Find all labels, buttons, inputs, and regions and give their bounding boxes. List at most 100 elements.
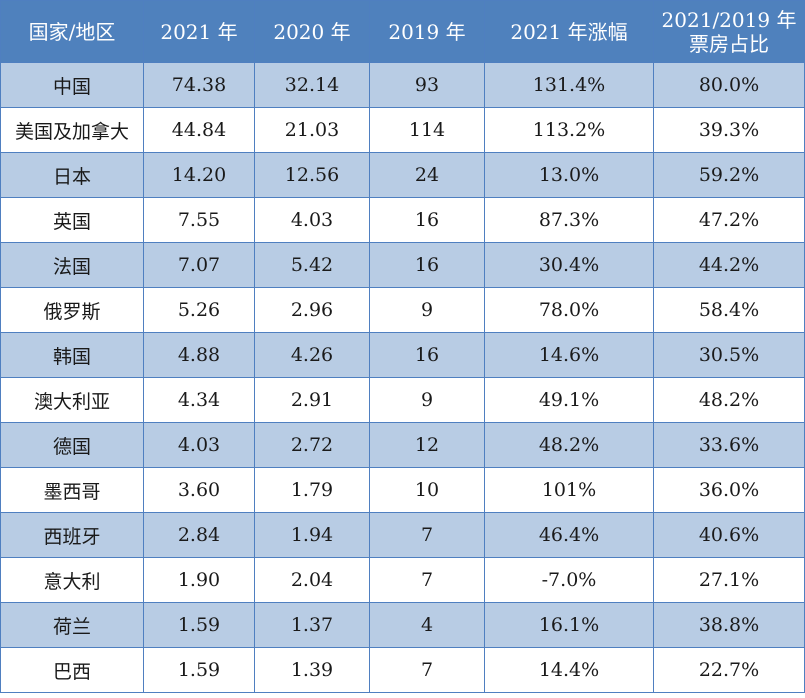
cell-region: 澳大利亚 <box>0 377 144 423</box>
cell-growth: 14.4% <box>484 647 654 693</box>
cell-ratio: 22.7% <box>653 647 805 693</box>
cell-2020: 2.91 <box>254 377 370 423</box>
cell-ratio: 39.3% <box>653 107 805 153</box>
cell-2020: 1.37 <box>254 602 370 648</box>
cell-2021: 7.07 <box>143 242 255 288</box>
cell-region: 荷兰 <box>0 602 144 648</box>
cell-ratio: 48.2% <box>653 377 805 423</box>
cell-ratio: 33.6% <box>653 422 805 468</box>
cell-2019: 9 <box>369 377 485 423</box>
table-row: 德国 4.03 2.72 12 48.2% 33.6% <box>0 422 805 468</box>
cell-2020: 2.04 <box>254 557 370 603</box>
cell-2019: 93 <box>369 62 485 108</box>
header-2021-growth: 2021 年涨幅 <box>484 0 654 63</box>
cell-region: 韩国 <box>0 332 144 378</box>
cell-2021: 7.55 <box>143 197 255 243</box>
cell-ratio: 38.8% <box>653 602 805 648</box>
cell-growth: 113.2% <box>484 107 654 153</box>
cell-ratio: 59.2% <box>653 152 805 198</box>
cell-region: 墨西哥 <box>0 467 144 513</box>
cell-2019: 4 <box>369 602 485 648</box>
cell-growth: -7.0% <box>484 557 654 603</box>
cell-2020: 21.03 <box>254 107 370 153</box>
cell-growth: 49.1% <box>484 377 654 423</box>
cell-growth: 131.4% <box>484 62 654 108</box>
cell-region: 西班牙 <box>0 512 144 558</box>
cell-growth: 48.2% <box>484 422 654 468</box>
table-row: 西班牙 2.84 1.94 7 46.4% 40.6% <box>0 512 805 558</box>
header-row: 国家/地区 2021 年 2020 年 2019 年 2021 年涨幅 2021… <box>0 0 805 63</box>
table-row: 荷兰 1.59 1.37 4 16.1% 38.8% <box>0 602 805 648</box>
cell-2020: 4.26 <box>254 332 370 378</box>
cell-growth: 14.6% <box>484 332 654 378</box>
header-ratio-line2: 票房占比 <box>689 31 769 56</box>
cell-growth: 46.4% <box>484 512 654 558</box>
cell-2020: 2.96 <box>254 287 370 333</box>
table-row: 日本 14.20 12.56 24 13.0% 59.2% <box>0 152 805 198</box>
cell-2019: 10 <box>369 467 485 513</box>
cell-ratio: 40.6% <box>653 512 805 558</box>
cell-growth: 16.1% <box>484 602 654 648</box>
cell-region: 巴西 <box>0 647 144 693</box>
cell-2021: 1.59 <box>143 647 255 693</box>
cell-ratio: 30.5% <box>653 332 805 378</box>
table-row: 墨西哥 3.60 1.79 10 101% 36.0% <box>0 467 805 513</box>
cell-growth: 78.0% <box>484 287 654 333</box>
cell-ratio: 80.0% <box>653 62 805 108</box>
table-row: 俄罗斯 5.26 2.96 9 78.0% 58.4% <box>0 287 805 333</box>
table-row: 英国 7.55 4.03 16 87.3% 47.2% <box>0 197 805 243</box>
cell-region: 法国 <box>0 242 144 288</box>
header-ratio-line1: 2021/2019 年 <box>661 7 797 32</box>
cell-ratio: 27.1% <box>653 557 805 603</box>
cell-2021: 14.20 <box>143 152 255 198</box>
cell-2019: 114 <box>369 107 485 153</box>
cell-2021: 4.03 <box>143 422 255 468</box>
cell-2019: 7 <box>369 557 485 603</box>
cell-ratio: 36.0% <box>653 467 805 513</box>
cell-2019: 16 <box>369 332 485 378</box>
cell-2020: 1.39 <box>254 647 370 693</box>
cell-2019: 24 <box>369 152 485 198</box>
cell-growth: 30.4% <box>484 242 654 288</box>
cell-growth: 13.0% <box>484 152 654 198</box>
table-row: 巴西 1.59 1.39 7 14.4% 22.7% <box>0 647 805 693</box>
cell-2021: 2.84 <box>143 512 255 558</box>
cell-region: 德国 <box>0 422 144 468</box>
table-row: 中国 74.38 32.14 93 131.4% 80.0% <box>0 62 805 108</box>
cell-2019: 9 <box>369 287 485 333</box>
cell-region: 英国 <box>0 197 144 243</box>
header-ratio: 2021/2019 年 票房占比 <box>653 0 805 63</box>
cell-2019: 16 <box>369 197 485 243</box>
cell-2020: 1.94 <box>254 512 370 558</box>
header-2020: 2020 年 <box>254 0 370 63</box>
cell-2021: 1.90 <box>143 557 255 603</box>
table-row: 法国 7.07 5.42 16 30.4% 44.2% <box>0 242 805 288</box>
cell-region: 日本 <box>0 152 144 198</box>
table-row: 美国及加拿大 44.84 21.03 114 113.2% 39.3% <box>0 107 805 153</box>
cell-region: 美国及加拿大 <box>0 107 144 153</box>
cell-2020: 1.79 <box>254 467 370 513</box>
cell-2021: 5.26 <box>143 287 255 333</box>
cell-region: 意大利 <box>0 557 144 603</box>
cell-ratio: 58.4% <box>653 287 805 333</box>
cell-2021: 1.59 <box>143 602 255 648</box>
cell-2021: 4.34 <box>143 377 255 423</box>
table-row: 韩国 4.88 4.26 16 14.6% 30.5% <box>0 332 805 378</box>
table-body: 中国 74.38 32.14 93 131.4% 80.0% 美国及加拿大 44.84 21.0… <box>0 62 805 693</box>
cell-2019: 12 <box>369 422 485 468</box>
cell-ratio: 47.2% <box>653 197 805 243</box>
cell-2019: 16 <box>369 242 485 288</box>
cell-2021: 3.60 <box>143 467 255 513</box>
cell-2019: 7 <box>369 647 485 693</box>
cell-2020: 12.56 <box>254 152 370 198</box>
cell-2020: 32.14 <box>254 62 370 108</box>
cell-2021: 4.88 <box>143 332 255 378</box>
cell-2020: 4.03 <box>254 197 370 243</box>
header-2019: 2019 年 <box>369 0 485 63</box>
cell-region: 俄罗斯 <box>0 287 144 333</box>
table-row: 澳大利亚 4.34 2.91 9 49.1% 48.2% <box>0 377 805 423</box>
cell-2019: 7 <box>369 512 485 558</box>
cell-growth: 87.3% <box>484 197 654 243</box>
cell-ratio: 44.2% <box>653 242 805 288</box>
cell-growth: 101% <box>484 467 654 513</box>
